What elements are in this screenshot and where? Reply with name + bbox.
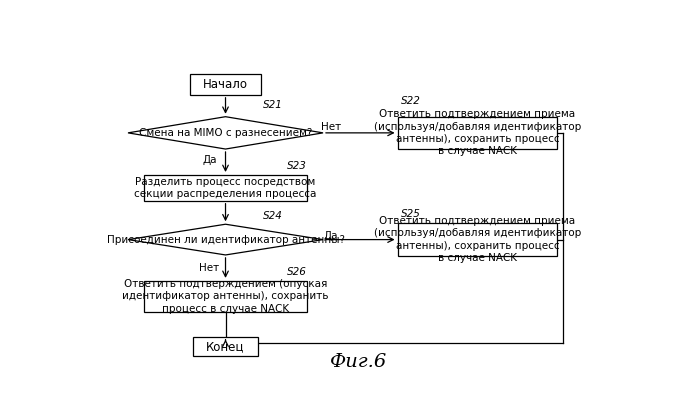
Text: Смена на MIMO с разнесением?: Смена на MIMO с разнесением?: [139, 128, 312, 138]
Polygon shape: [128, 224, 323, 255]
Text: Ответить подтверждением приема
(используя/добавляя идентификатор
антенны), сохра: Ответить подтверждением приема (использу…: [374, 216, 581, 263]
Text: Нет: Нет: [321, 122, 341, 132]
Text: S21: S21: [264, 100, 283, 110]
Text: Нет: Нет: [199, 263, 219, 273]
Polygon shape: [128, 117, 323, 149]
Text: Да: Да: [202, 155, 217, 165]
Text: Разделить процесс посредством
секции распределения процесса: Разделить процесс посредством секции рас…: [134, 177, 317, 199]
FancyBboxPatch shape: [398, 117, 557, 149]
Text: Ответить подтверждением (опуская
идентификатор антенны), сохранить
процесс в слу: Ответить подтверждением (опуская идентиф…: [122, 279, 329, 314]
Text: Фиг.6: Фиг.6: [330, 352, 387, 370]
Text: S22: S22: [401, 96, 420, 106]
Text: S23: S23: [287, 161, 307, 171]
FancyBboxPatch shape: [398, 223, 557, 256]
FancyBboxPatch shape: [193, 336, 258, 356]
Text: Ответить подтверждением приема
(используя/добавляя идентификатор
антенны), сохра: Ответить подтверждением приема (использу…: [374, 109, 581, 157]
Text: S26: S26: [287, 267, 307, 277]
FancyBboxPatch shape: [190, 74, 261, 95]
Text: S24: S24: [264, 211, 283, 221]
Text: Конец: Конец: [206, 340, 245, 353]
Text: Да: Да: [324, 231, 338, 241]
Text: S25: S25: [401, 209, 420, 218]
FancyBboxPatch shape: [144, 281, 307, 312]
Text: Присоединен ли идентификатор антенны?: Присоединен ли идентификатор антенны?: [106, 235, 345, 244]
Text: Начало: Начало: [203, 78, 248, 91]
FancyBboxPatch shape: [144, 175, 307, 201]
